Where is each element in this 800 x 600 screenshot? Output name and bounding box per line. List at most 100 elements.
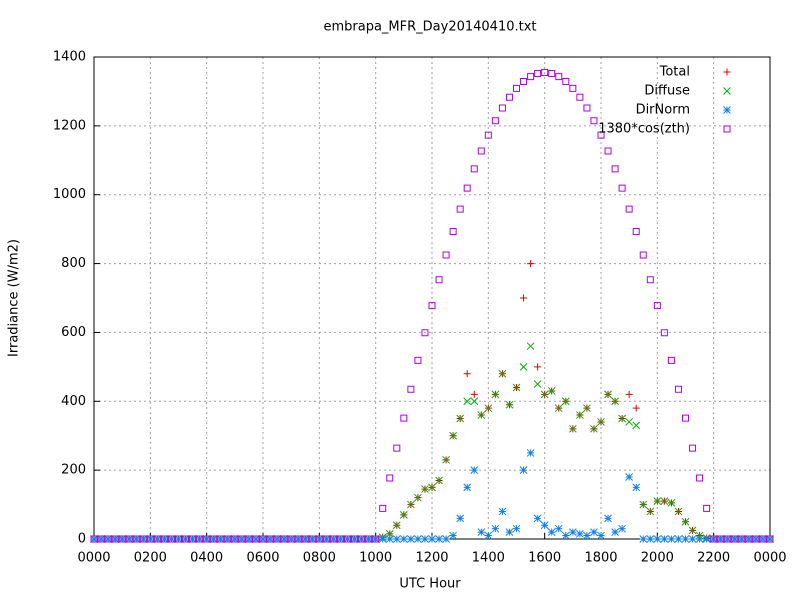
point	[477, 528, 486, 536]
point	[484, 131, 492, 139]
point	[540, 521, 549, 530]
x-tick-label: 1000	[359, 551, 392, 566]
point	[526, 449, 535, 457]
point	[716, 535, 725, 543]
point	[153, 535, 161, 543]
point	[547, 528, 556, 536]
legend-marker	[723, 87, 731, 95]
point	[294, 535, 303, 543]
point	[174, 535, 183, 543]
point	[505, 400, 514, 409]
point	[527, 260, 535, 268]
point	[435, 535, 443, 543]
point	[660, 329, 668, 337]
point	[238, 535, 246, 543]
x-tick-label: 0000	[753, 551, 786, 566]
point	[407, 500, 415, 509]
point	[674, 385, 682, 393]
point	[364, 535, 373, 543]
point	[554, 404, 563, 413]
point	[97, 535, 105, 543]
point	[639, 251, 647, 259]
point	[421, 485, 429, 493]
point	[583, 531, 591, 540]
legend-label: DirNorm	[636, 103, 690, 118]
point	[534, 70, 542, 78]
point	[505, 528, 514, 536]
point	[646, 507, 655, 516]
point	[344, 535, 351, 543]
y-tick-label: 1400	[53, 50, 86, 65]
point	[343, 535, 352, 543]
point	[336, 535, 345, 543]
point	[379, 504, 387, 512]
point	[414, 356, 422, 364]
point	[357, 535, 366, 543]
point	[118, 535, 127, 543]
point	[519, 363, 528, 371]
point	[484, 531, 493, 540]
point	[611, 528, 619, 536]
point	[167, 535, 176, 543]
point	[745, 535, 753, 543]
point	[639, 500, 648, 509]
point	[597, 418, 605, 426]
x-tick-label: 0000	[77, 551, 110, 566]
point	[407, 535, 415, 543]
point	[160, 535, 169, 543]
point	[597, 131, 605, 139]
point	[449, 431, 457, 440]
point	[632, 421, 641, 430]
point	[252, 535, 260, 543]
point	[737, 535, 746, 543]
point	[583, 404, 591, 413]
legend-marker	[723, 125, 731, 133]
point	[407, 385, 415, 393]
point	[252, 535, 260, 543]
point	[568, 424, 577, 433]
point	[470, 165, 478, 173]
point	[104, 535, 112, 543]
point	[259, 535, 267, 543]
point	[160, 535, 168, 543]
point	[681, 517, 690, 526]
point	[498, 369, 507, 378]
point	[618, 414, 626, 423]
point	[703, 504, 711, 512]
point	[533, 514, 542, 523]
point	[365, 535, 373, 543]
legend-marker	[723, 68, 731, 76]
point	[146, 535, 154, 543]
point	[449, 228, 457, 236]
x-tick-label: 0800	[303, 551, 336, 566]
point	[533, 380, 542, 388]
point	[604, 147, 612, 155]
point	[223, 535, 232, 543]
y-tick-label: 600	[61, 325, 86, 340]
point	[625, 205, 633, 213]
point	[125, 535, 134, 543]
point	[554, 524, 563, 533]
point	[625, 390, 633, 398]
point	[611, 165, 619, 173]
point	[153, 535, 162, 543]
point	[653, 497, 662, 505]
point	[667, 535, 676, 543]
point	[709, 535, 718, 543]
point	[280, 535, 288, 543]
y-axis-label: Irradiance (W/m2)	[7, 239, 22, 357]
point	[527, 73, 535, 81]
point	[463, 483, 472, 492]
point	[287, 535, 296, 543]
x-tick-label: 0200	[134, 551, 167, 566]
point	[738, 535, 746, 543]
point	[456, 514, 465, 523]
point	[470, 397, 479, 406]
point	[667, 356, 675, 364]
point	[210, 535, 218, 543]
point	[230, 535, 239, 543]
x-tick-label: 1800	[584, 551, 617, 566]
point	[568, 528, 577, 536]
point	[372, 535, 380, 543]
point	[421, 535, 429, 543]
